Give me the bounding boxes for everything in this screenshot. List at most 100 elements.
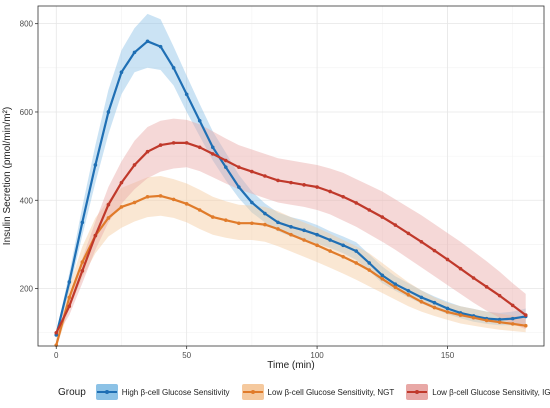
data-point — [289, 232, 293, 237]
data-point — [106, 216, 111, 220]
data-point — [54, 330, 59, 335]
data-point — [315, 232, 319, 237]
data-point — [237, 221, 241, 226]
data-point — [184, 92, 189, 97]
data-point — [458, 266, 463, 271]
data-point — [119, 205, 124, 209]
data-point — [67, 280, 72, 284]
data-point — [145, 149, 150, 154]
data-point — [497, 320, 502, 324]
data-point — [132, 200, 137, 205]
data-point — [471, 276, 476, 280]
data-point — [67, 295, 72, 300]
data-point — [276, 178, 280, 183]
data-point — [250, 200, 254, 205]
x-tick-label: 100 — [310, 351, 324, 360]
data-point — [289, 224, 293, 229]
legend-item-low-sensitivity-igt: Low β-cell Glucose Sensitivity, IGT/IFG — [406, 384, 550, 400]
data-point — [315, 185, 319, 189]
plot-panel — [38, 6, 544, 346]
series-points — [54, 39, 528, 347]
y-tick-label: 800 — [20, 20, 34, 29]
data-point — [328, 189, 332, 194]
data-point — [458, 313, 463, 317]
data-point — [158, 44, 163, 49]
data-point — [445, 306, 450, 311]
data-point — [510, 316, 515, 321]
data-point — [406, 289, 411, 293]
data-point — [432, 305, 437, 310]
grid-lines — [38, 6, 544, 346]
data-point — [197, 145, 202, 150]
legend-item-high-sensitivity: High β-cell Glucose Sensitivity — [95, 384, 230, 400]
data-point — [354, 261, 359, 265]
legend-key-high-sensitivity — [95, 384, 118, 400]
legend-key-dot — [104, 390, 109, 394]
data-point — [419, 300, 424, 304]
data-point — [276, 227, 280, 231]
data-point — [484, 318, 489, 323]
data-point — [223, 158, 228, 163]
data-point — [393, 285, 398, 290]
data-point — [250, 221, 254, 226]
data-point — [158, 194, 163, 198]
data-point — [328, 238, 332, 242]
data-point — [354, 201, 359, 205]
axis-ticks: 0 50 100 150 200 400 600 800 — [20, 20, 455, 360]
legend-title: Group — [58, 386, 86, 398]
legend-key-low-sensitivity-igt — [406, 384, 429, 400]
data-point — [276, 220, 280, 225]
data-point — [184, 141, 189, 145]
data-point — [341, 255, 345, 259]
legend: Group High β-cell Glucose Sensitivity Lo… — [58, 380, 550, 404]
data-point — [406, 231, 411, 236]
data-point — [80, 269, 85, 273]
confidence-band-2 — [56, 118, 526, 337]
data-point — [510, 322, 515, 326]
data-point — [328, 249, 332, 253]
confidence-band-1 — [56, 176, 526, 349]
data-point — [523, 323, 528, 328]
data-point — [302, 238, 306, 242]
data-point — [237, 185, 241, 189]
data-point — [119, 70, 124, 75]
data-point — [419, 295, 424, 300]
data-point — [367, 261, 372, 265]
x-tick-label: 0 — [54, 351, 59, 360]
data-point — [302, 228, 306, 233]
data-point — [80, 220, 85, 225]
data-point — [341, 194, 345, 199]
data-point — [497, 317, 502, 322]
data-point — [93, 233, 98, 238]
x-axis-title: Time (min) — [267, 360, 314, 371]
data-point — [145, 194, 150, 199]
legend-label-high-sensitivity: High β-cell Glucose Sensitivity — [121, 387, 230, 397]
x-tick-label: 150 — [441, 351, 455, 360]
data-point — [223, 218, 228, 222]
data-point — [223, 165, 228, 169]
legend-key-low-sensitivity-ngt — [241, 384, 264, 400]
data-point — [132, 50, 137, 55]
legend-item-low-sensitivity-ngt: Low β-cell Glucose Sensitivity, NGT — [241, 384, 394, 400]
data-point — [145, 39, 150, 44]
data-point — [106, 110, 111, 114]
data-point — [197, 119, 202, 123]
data-point — [367, 208, 372, 212]
data-point — [132, 163, 137, 167]
data-point — [484, 285, 489, 289]
data-point — [367, 268, 372, 272]
data-point — [171, 141, 176, 145]
data-point — [445, 310, 450, 314]
legend-label-low-sensitivity-igt: Low β-cell Glucose Sensitivity, IGT/IFG — [432, 387, 550, 397]
data-point — [158, 143, 163, 147]
data-point — [471, 315, 476, 320]
data-point — [289, 180, 293, 185]
data-point — [406, 292, 411, 297]
data-point — [263, 222, 267, 227]
data-point — [354, 249, 359, 253]
data-point — [432, 248, 437, 253]
legend-key-dot — [250, 390, 255, 394]
data-point — [315, 243, 319, 248]
data-point — [80, 260, 85, 264]
